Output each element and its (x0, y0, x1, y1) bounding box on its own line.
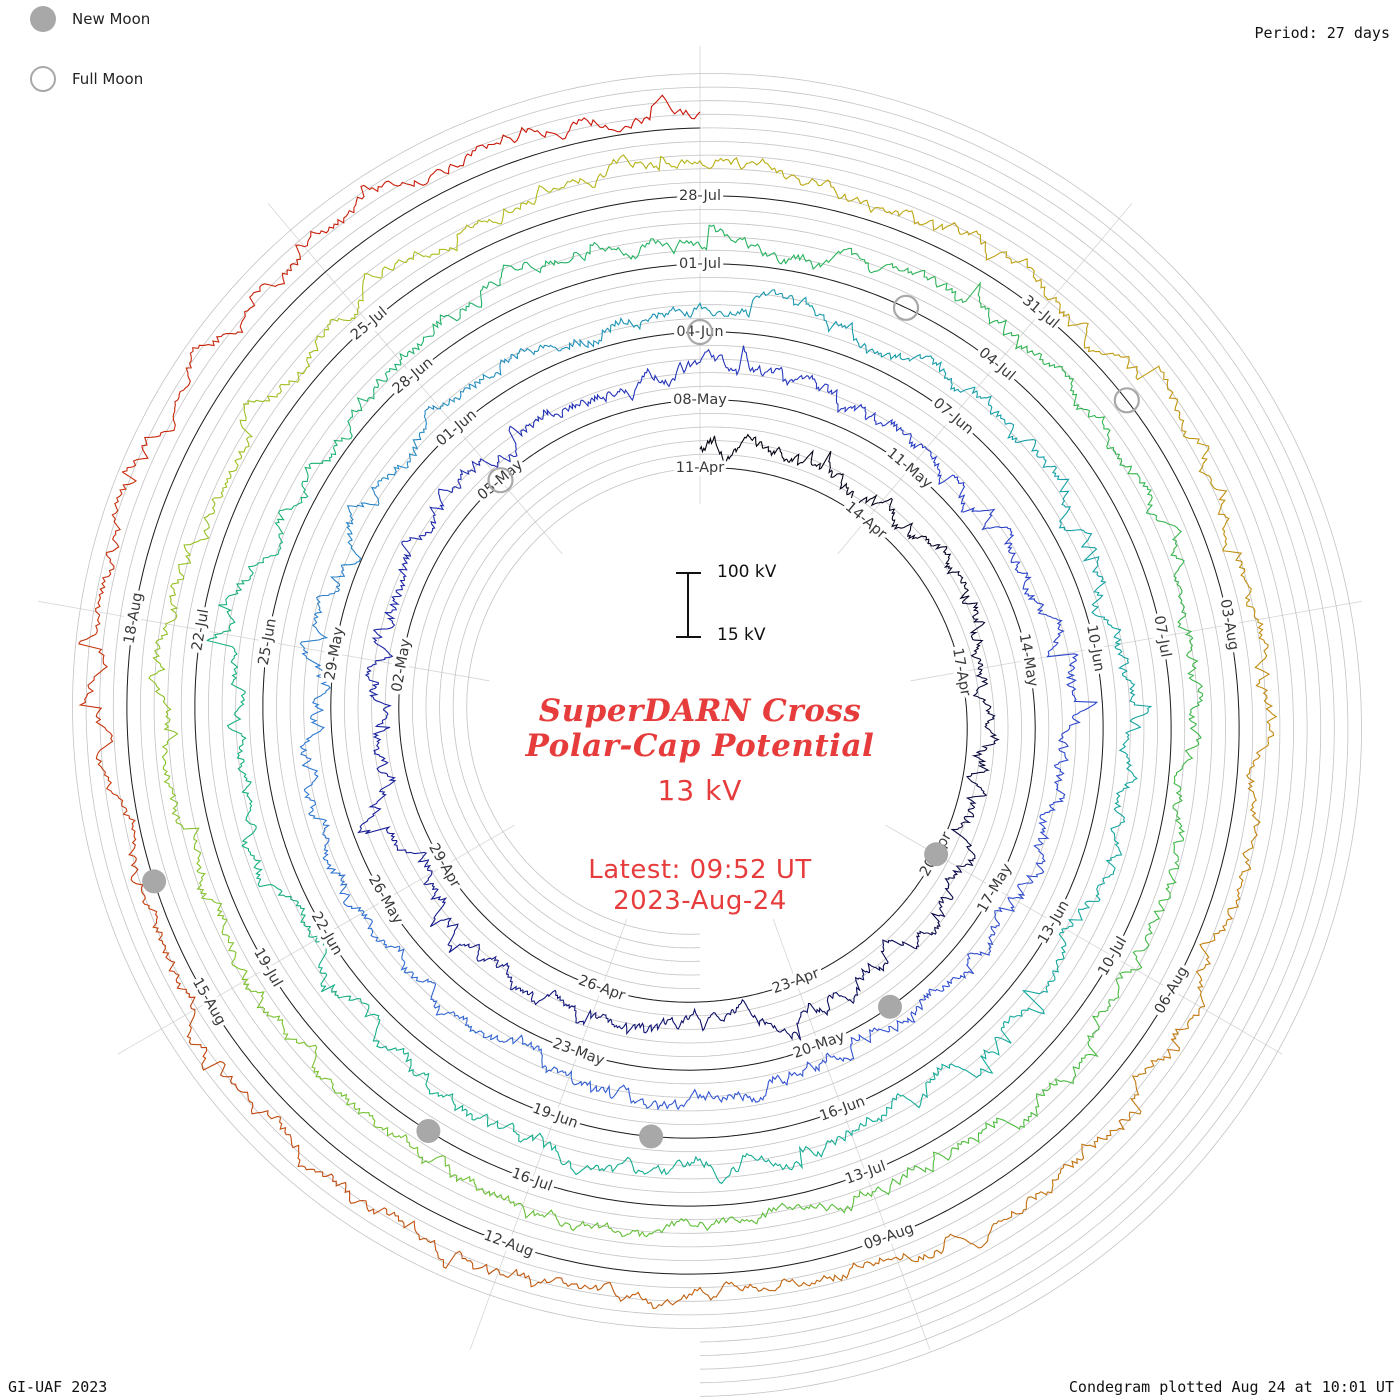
full-moon-icon (30, 66, 56, 92)
svg-text:10-Jun: 10-Jun (1083, 624, 1107, 673)
svg-text:12-Aug: 12-Aug (481, 1228, 535, 1261)
svg-text:31-Jul: 31-Jul (1019, 293, 1061, 332)
svg-text:09-Aug: 09-Aug (862, 1221, 916, 1254)
plotted-timestamp: Condegram plotted Aug 24 at 10:01 UT (1068, 1378, 1394, 1396)
svg-text:19-Jul: 19-Jul (250, 946, 285, 990)
credit-label: GI-UAF 2023 (8, 1378, 108, 1396)
svg-text:06-Aug: 06-Aug (1152, 964, 1192, 1017)
svg-text:05-May: 05-May (475, 457, 527, 504)
full-moon-label: Full Moon (72, 70, 144, 88)
scale-bottom-label: 15 kV (717, 625, 766, 645)
center-text-block: SuperDARN Cross Polar-Cap Potential 13 k… (0, 694, 1400, 917)
svg-text:01-Jun: 01-Jun (433, 407, 479, 450)
svg-text:17-Apr: 17-Apr (949, 647, 973, 698)
svg-text:07-Jul: 07-Jul (1150, 614, 1173, 658)
svg-text:08-May: 08-May (673, 392, 727, 408)
latest-date-label: 2023-Aug-24 (613, 886, 787, 916)
legend-new-moon: New Moon (30, 6, 150, 32)
svg-text:28-Jul: 28-Jul (679, 188, 721, 204)
svg-text:03-Aug: 03-Aug (1217, 598, 1242, 652)
svg-text:28-Jun: 28-Jun (390, 355, 436, 398)
chart-title-line1: SuperDARN Cross (538, 693, 862, 729)
svg-text:13-Jul: 13-Jul (843, 1158, 888, 1187)
svg-text:04-Jun: 04-Jun (676, 324, 723, 340)
svg-text:15-Aug: 15-Aug (189, 975, 229, 1028)
new-moon-icon (30, 6, 56, 32)
period-label: Period: 27 days (1254, 24, 1390, 42)
svg-text:16-Jun: 16-Jun (818, 1094, 868, 1125)
svg-text:25-Jun: 25-Jun (256, 617, 280, 666)
legend-full-moon: Full Moon (30, 66, 143, 92)
latest-value: 13 kV (657, 774, 743, 807)
svg-text:07-Jun: 07-Jun (930, 395, 976, 438)
svg-text:29-May: 29-May (322, 625, 347, 681)
svg-text:25-Jul: 25-Jul (348, 304, 390, 343)
svg-text:23-May: 23-May (550, 1036, 606, 1070)
svg-text:01-Jul: 01-Jul (679, 256, 721, 272)
svg-text:18-Aug: 18-Aug (121, 591, 146, 645)
svg-text:26-Apr: 26-Apr (576, 973, 627, 1005)
svg-text:19-Jun: 19-Jun (530, 1101, 580, 1132)
svg-text:04-Jul: 04-Jul (975, 345, 1017, 384)
svg-text:22-Jul: 22-Jul (189, 608, 212, 652)
svg-text:11-May: 11-May (884, 445, 936, 492)
latest-time-label: Latest: 09:52 UT (588, 855, 812, 885)
new-moon-label: New Moon (72, 10, 151, 28)
svg-text:14-Apr: 14-Apr (842, 499, 889, 542)
svg-text:11-Apr: 11-Apr (676, 460, 724, 476)
scale-top-label: 100 kV (717, 562, 777, 582)
svg-text:23-Apr: 23-Apr (770, 965, 821, 997)
svg-text:14-May: 14-May (1016, 632, 1041, 688)
chart-title-line2: Polar-Cap Potential (525, 728, 875, 764)
svg-text:16-Jul: 16-Jul (509, 1165, 554, 1194)
svg-text:02-May: 02-May (389, 637, 414, 693)
